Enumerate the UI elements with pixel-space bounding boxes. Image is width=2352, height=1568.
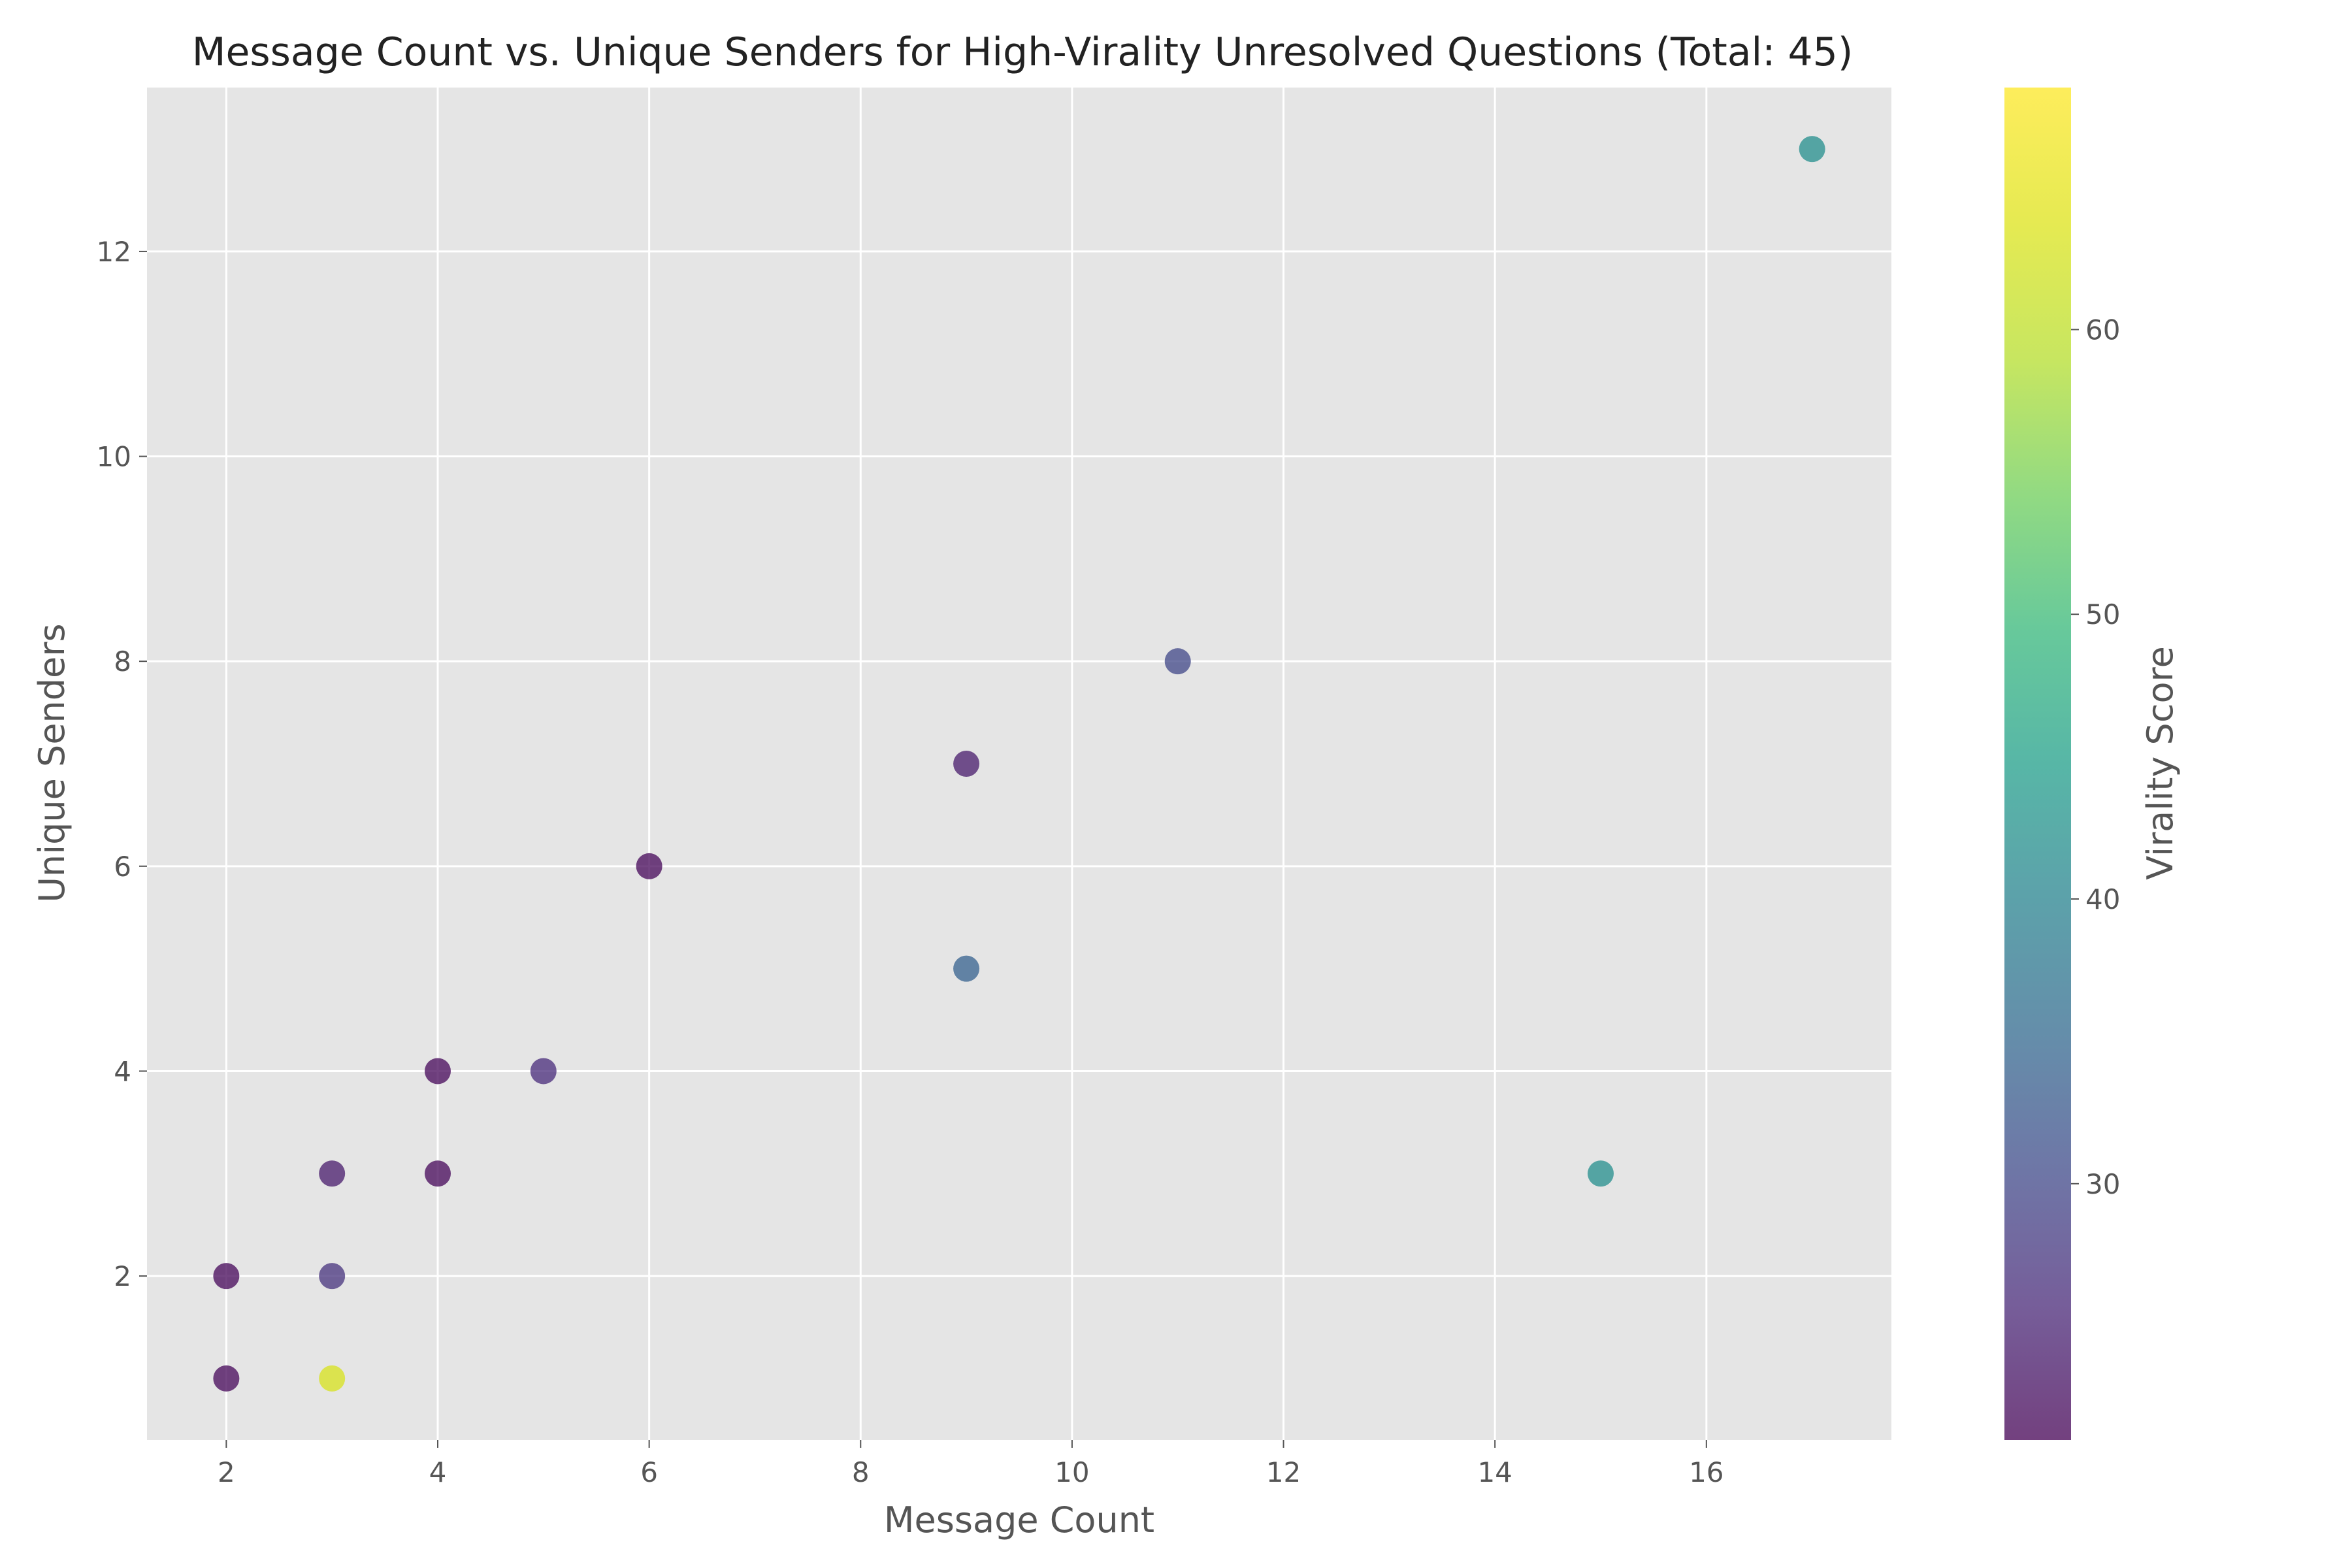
- x-axis-label: Message Count: [884, 1499, 1154, 1541]
- colorbar-ticks: 30 40 50 60: [2071, 314, 2120, 1200]
- x-tick-label: 16: [1689, 1456, 1723, 1488]
- data-point: [425, 1160, 451, 1187]
- data-point: [953, 751, 980, 777]
- x-tick-label: 14: [1477, 1456, 1512, 1488]
- data-point: [319, 1160, 346, 1187]
- data-point: [530, 1058, 557, 1085]
- y-axis-label: Unique Senders: [31, 623, 73, 902]
- x-tick-label: 6: [640, 1456, 658, 1488]
- y-tick-label: 6: [114, 851, 131, 883]
- colorbar-tick-label: 60: [2085, 314, 2120, 346]
- data-point: [213, 1263, 240, 1290]
- colorbar-tick-label: 30: [2085, 1168, 2120, 1200]
- data-point: [636, 853, 662, 879]
- x-tick-label: 2: [218, 1456, 235, 1488]
- y-tick-label: 10: [97, 441, 131, 473]
- data-point: [1799, 136, 1825, 163]
- data-point: [213, 1365, 240, 1392]
- data-point: [953, 955, 980, 982]
- colorbar: [2004, 88, 2071, 1440]
- data-points: [213, 136, 1825, 1392]
- x-tick-label: 8: [852, 1456, 870, 1488]
- grid-lines: [147, 88, 1891, 1440]
- colorbar-tick-label: 50: [2085, 598, 2120, 630]
- data-point: [319, 1365, 346, 1392]
- colorbar-label: Virality Score: [2140, 646, 2181, 880]
- x-tick-label: 12: [1266, 1456, 1301, 1488]
- x-tick-label: 10: [1054, 1456, 1089, 1488]
- y-axis-ticks: 2 4 6 8 10 12: [97, 236, 147, 1292]
- data-point: [425, 1058, 451, 1085]
- plot-area: [147, 88, 1891, 1440]
- data-point: [1164, 648, 1191, 675]
- y-tick-label: 4: [114, 1055, 131, 1087]
- chart-title: Message Count vs. Unique Senders for Hig…: [192, 29, 1854, 75]
- y-tick-label: 8: [114, 645, 131, 678]
- colorbar-tick-label: 40: [2085, 883, 2120, 915]
- x-tick-label: 4: [429, 1456, 447, 1488]
- y-tick-label: 12: [97, 236, 131, 268]
- data-point: [319, 1263, 346, 1290]
- data-point: [1588, 1160, 1614, 1187]
- x-axis-ticks: 2 4 6 8 10 12 14 16: [218, 1440, 1724, 1488]
- y-tick-label: 2: [114, 1260, 131, 1292]
